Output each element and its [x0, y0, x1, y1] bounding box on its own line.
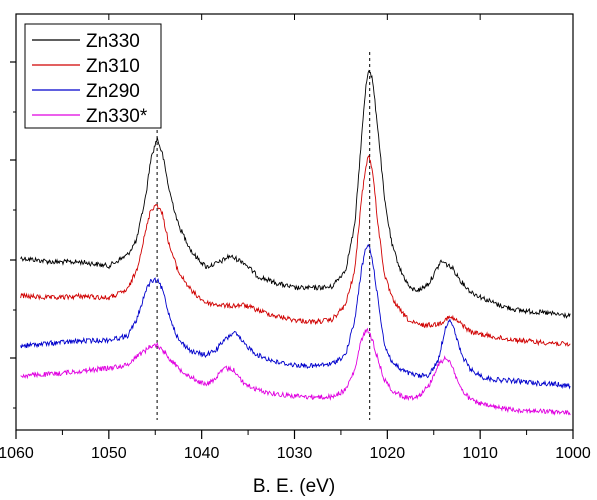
x-tick-label: 1030 — [277, 445, 313, 462]
series-line-zn330 — [20, 327, 571, 416]
legend-label: Zn310 — [86, 56, 140, 77]
legend-label: Zn330 — [86, 31, 140, 52]
series-line-zn290 — [20, 243, 571, 390]
x-axis-title: B. E. (eV) — [253, 476, 335, 497]
legend-box — [24, 23, 162, 129]
x-tick-label: 1000 — [555, 445, 591, 462]
series-line-zn330 — [20, 69, 571, 319]
x-tick-label: 1050 — [91, 445, 127, 462]
x-tick-label: 1020 — [370, 445, 406, 462]
x-tick-label: 1010 — [462, 445, 498, 462]
x-tick-label: 1060 — [0, 445, 34, 462]
legend-label: Zn330* — [86, 106, 148, 127]
legend-label: Zn290 — [86, 81, 140, 102]
x-tick-label: 1040 — [184, 445, 220, 462]
series-line-zn310 — [20, 154, 571, 347]
